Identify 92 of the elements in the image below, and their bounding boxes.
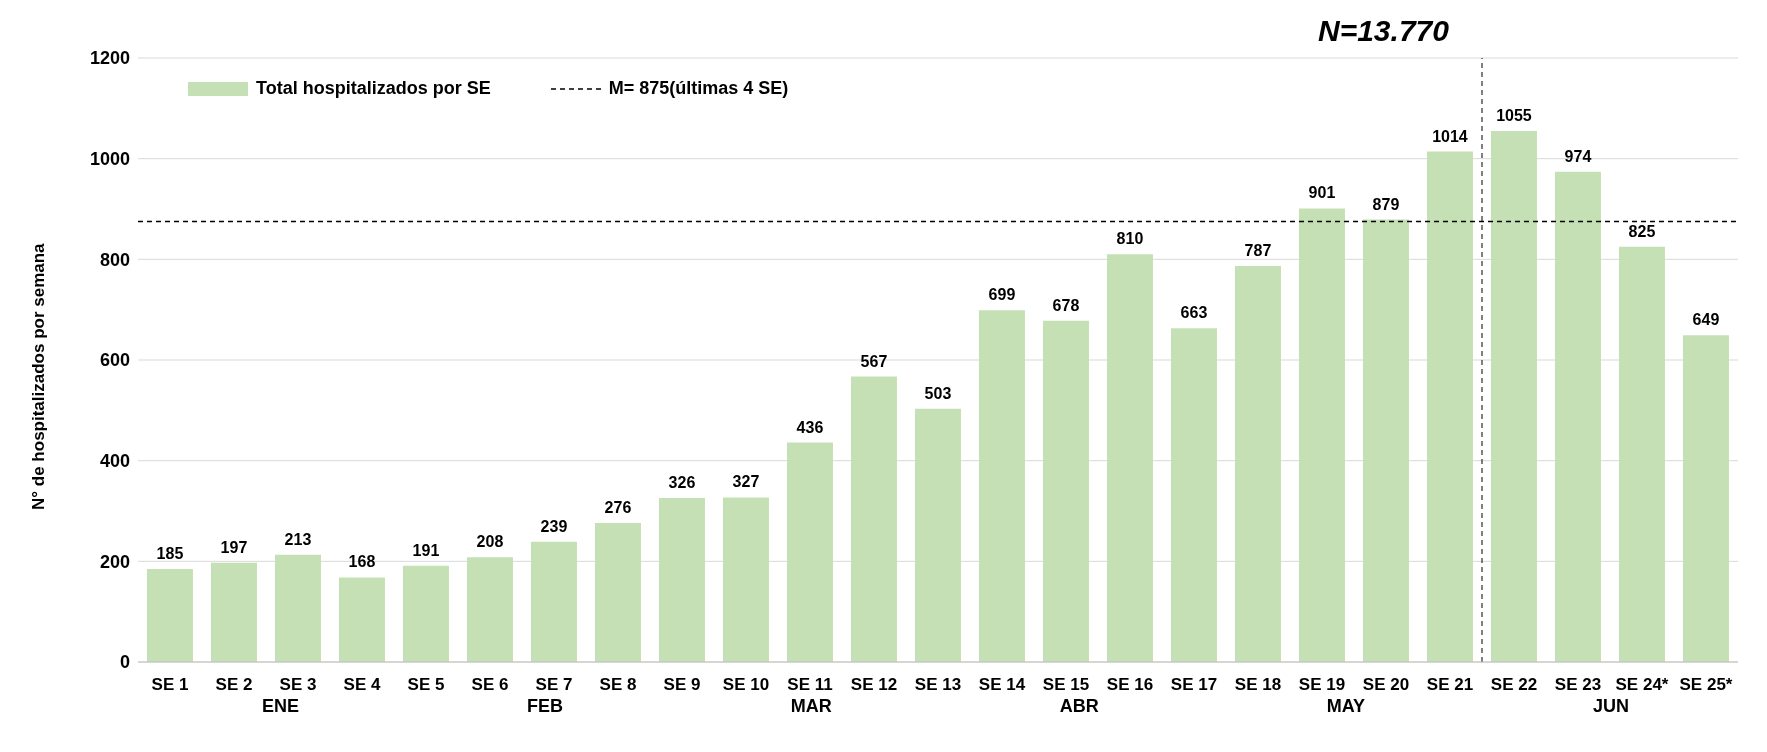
x-tick-label: SE 17 [1170, 675, 1218, 695]
x-tick-label: SE 11 [787, 675, 833, 695]
x-tick-label: SE 12 [850, 675, 898, 695]
data-label: 326 [668, 473, 696, 491]
bar [466, 557, 513, 662]
data-label: 185 [156, 544, 184, 562]
y-tick-label: 400 [99, 451, 130, 472]
text: FEB [526, 696, 563, 717]
text: MAR [790, 696, 832, 717]
y-tick-label: 0 [119, 652, 130, 673]
x-tick-label: SE 2 [215, 675, 253, 695]
x-tick-label: SE 4 [343, 675, 381, 695]
bar [722, 497, 769, 662]
bar [1362, 219, 1409, 662]
data-label: 787 [1244, 241, 1272, 259]
x-tick-label: SE 7 [535, 675, 573, 695]
y-tick-label: 1000 [89, 149, 130, 170]
y-tick-label: 200 [99, 551, 130, 572]
bar [1426, 151, 1473, 662]
text: JUN [1592, 696, 1629, 717]
y-axis-title: N° de hospitalizados por semana [29, 242, 49, 510]
data-label: 503 [924, 384, 952, 402]
data-label: 825 [1628, 222, 1656, 240]
x-tick-label: SE 23 [1554, 675, 1602, 695]
x-tick-label: SE 18 [1234, 675, 1282, 695]
data-label: 1055 [1496, 106, 1532, 124]
data-label: 276 [604, 499, 632, 517]
text: N=13.770 [1318, 14, 1449, 48]
bar [274, 554, 321, 662]
bar [146, 568, 193, 662]
text: ENE [261, 696, 299, 717]
bar [1106, 254, 1153, 662]
x-tick-label: SE 25* [1679, 675, 1733, 695]
bar [1298, 208, 1345, 662]
data-label: 699 [988, 286, 1016, 304]
data-label: 197 [220, 538, 248, 556]
bar [786, 442, 833, 662]
y-tick-label: 800 [99, 249, 130, 270]
y-tick-label: 600 [99, 350, 130, 371]
bar [1234, 265, 1281, 662]
bar [850, 376, 897, 662]
data-label: 1014 [1432, 127, 1468, 145]
bar [594, 523, 641, 662]
bar [530, 541, 577, 662]
bar [914, 408, 961, 662]
data-label: 191 [412, 541, 440, 559]
data-label: 678 [1052, 296, 1080, 314]
bar [1490, 130, 1537, 662]
bar [658, 497, 705, 662]
x-tick-label: SE 13 [914, 675, 962, 695]
x-tick-label: SE 24* [1615, 675, 1669, 695]
data-label: 663 [1180, 304, 1208, 322]
data-label: 168 [348, 553, 376, 571]
x-tick-label: SE 20 [1362, 675, 1410, 695]
bar [402, 565, 449, 662]
x-tick-label: SE 21 [1426, 675, 1474, 695]
legend-label: Total hospitalizados por SE [256, 78, 491, 99]
bar [1554, 171, 1601, 662]
data-label: 213 [284, 530, 312, 548]
data-label: 567 [860, 352, 888, 370]
data-label: 436 [796, 418, 824, 436]
bar [1170, 328, 1217, 662]
bar [1682, 335, 1729, 662]
data-label: 974 [1564, 147, 1592, 165]
data-label: 879 [1372, 195, 1400, 213]
bar [338, 577, 385, 662]
data-label: 208 [476, 533, 504, 551]
data-label: 327 [732, 473, 760, 491]
data-label: 649 [1692, 311, 1720, 329]
x-tick-label: SE 16 [1106, 675, 1154, 695]
bar [210, 562, 257, 662]
text: ABR [1059, 696, 1099, 717]
data-label: 239 [540, 517, 568, 535]
x-tick-label: SE 15 [1042, 675, 1090, 695]
legend-label: M= 875(últimas 4 SE) [608, 78, 789, 99]
bar [1042, 320, 1089, 662]
data-label: 810 [1116, 230, 1144, 248]
x-tick-label: SE 9 [663, 675, 701, 695]
bar [978, 310, 1025, 662]
x-tick-label: SE 22 [1490, 675, 1538, 695]
y-tick-label: 1200 [89, 48, 130, 69]
x-tick-label: SE 19 [1298, 675, 1346, 695]
x-tick-label: SE 14 [978, 675, 1026, 695]
x-tick-label: SE 6 [471, 675, 509, 695]
data-label: 901 [1308, 184, 1336, 202]
bar [1618, 246, 1665, 662]
x-tick-label: SE 8 [599, 675, 637, 695]
text: MAY [1326, 696, 1366, 717]
x-tick-label: SE 10 [722, 675, 770, 695]
x-tick-label: SE 3 [279, 675, 317, 695]
x-tick-label: SE 1 [151, 675, 189, 695]
x-tick-label: SE 5 [407, 675, 445, 695]
